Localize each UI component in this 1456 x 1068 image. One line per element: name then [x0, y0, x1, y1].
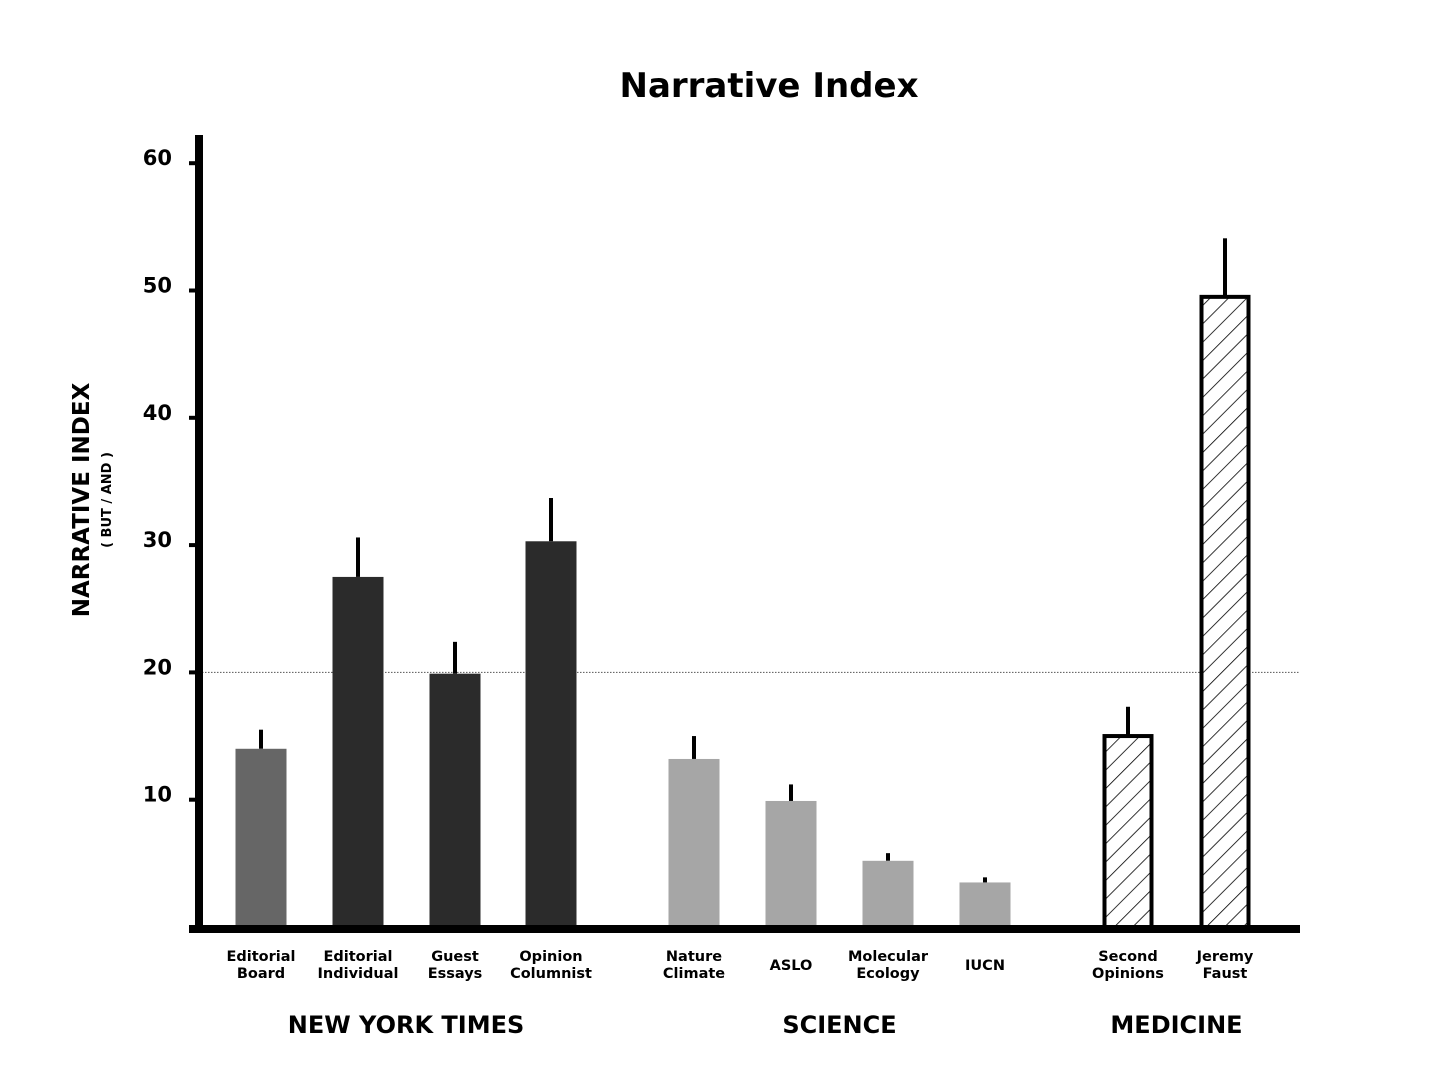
- category-label-second-opinions: Second: [1098, 949, 1158, 965]
- category-label-editorial-individual: Individual: [318, 966, 399, 982]
- category-label-editorial-board: Board: [237, 966, 285, 982]
- y-axis-title: NARRATIVE INDEX ( BUT / AND ): [69, 382, 115, 617]
- y-tick-label-30: 30: [143, 528, 172, 552]
- bar-second-opinions: [1102, 734, 1154, 929]
- category-label-aslo: ASLO: [770, 958, 813, 974]
- category-label-second-opinions: Opinions: [1092, 966, 1164, 982]
- y-tick-label-50: 50: [143, 274, 172, 298]
- bar-opinion-columnist: [525, 541, 577, 927]
- category-label-jeremy-faust: Faust: [1203, 966, 1248, 982]
- category-label-iucn: IUCN: [965, 958, 1005, 974]
- bar-editorial-board: [235, 748, 287, 927]
- bar-molecular-ecology: [862, 860, 914, 927]
- category-label-guest-essays: Guest: [431, 949, 479, 965]
- y-tick-label-10: 10: [143, 783, 172, 807]
- group-label-medicine: MEDICINE: [1110, 1011, 1242, 1039]
- category-label-nature-climate: Nature: [666, 949, 722, 965]
- category-label-editorial-board: Editorial: [226, 949, 295, 965]
- category-label-nature-climate: Climate: [663, 966, 725, 982]
- bar-jeremy-faust: [1199, 294, 1251, 929]
- bar-editorial-individual: [332, 576, 384, 927]
- axes-layer: [189, 135, 1300, 933]
- category-label-editorial-individual: Editorial: [323, 949, 392, 965]
- category-label-opinion-columnist: Opinion: [519, 949, 582, 965]
- category-label-jeremy-faust: Jeremy: [1196, 949, 1254, 965]
- y-tick-label-20: 20: [143, 655, 172, 679]
- bar-nature-climate: [668, 758, 720, 927]
- y-tick-label-60: 60: [143, 146, 172, 170]
- group-label-new-york-times: NEW YORK TIMES: [288, 1011, 525, 1039]
- bar-aslo: [765, 800, 817, 927]
- category-label-molecular-ecology: Ecology: [856, 966, 920, 982]
- category-label-molecular-ecology: Molecular: [848, 949, 929, 965]
- bar-iucn: [959, 882, 1011, 927]
- y-axis-label: NARRATIVE INDEX: [69, 382, 95, 617]
- category-label-guest-essays: Essays: [428, 966, 483, 982]
- y-tick-label-40: 40: [143, 401, 172, 425]
- bar-guest-essays: [429, 673, 481, 927]
- y-axis-sublabel: ( BUT / AND ): [100, 452, 115, 548]
- group-label-science: SCIENCE: [782, 1011, 896, 1039]
- category-label-opinion-columnist: Columnist: [510, 966, 592, 982]
- labels-layer: EditorialBoardEditorialIndividualGuestEs…: [143, 146, 1254, 1039]
- bars-layer: [235, 238, 1251, 929]
- chart-title: Narrative Index: [619, 66, 918, 106]
